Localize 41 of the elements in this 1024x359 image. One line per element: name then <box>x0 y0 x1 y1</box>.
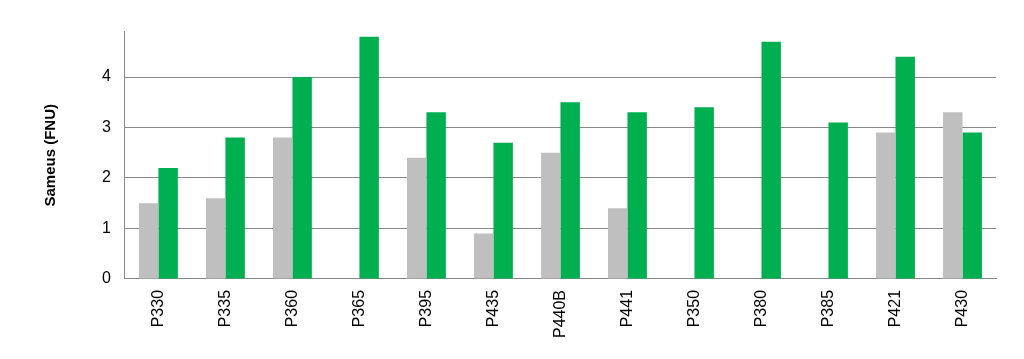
x-tick-label: P360 <box>282 289 300 328</box>
bar <box>828 122 848 279</box>
bar <box>608 208 628 279</box>
x-tick-label: P440B <box>550 289 568 339</box>
bar <box>541 152 561 279</box>
bar <box>158 167 178 279</box>
x-tick-label: P385 <box>818 289 836 328</box>
x-tick-label: P421 <box>885 289 903 328</box>
bar <box>962 132 982 279</box>
x-tick-label: P365 <box>349 289 367 328</box>
x-tick-label: P430 <box>952 289 970 328</box>
bar <box>627 112 647 279</box>
x-tick-label: P350 <box>684 289 702 328</box>
bar <box>876 132 896 279</box>
bar <box>205 198 226 279</box>
y-tick-label: 0 <box>101 269 111 287</box>
x-tick-label: P330 <box>148 289 166 328</box>
x-tick-label: P335 <box>215 289 233 328</box>
bar <box>225 137 245 279</box>
y-tick-label: 3 <box>101 117 111 135</box>
y-tick-label: 4 <box>101 67 111 85</box>
bar <box>493 142 513 279</box>
bar <box>138 203 159 279</box>
x-tick-label: P395 <box>416 289 434 328</box>
bar <box>359 36 379 279</box>
bar <box>560 102 580 279</box>
bar <box>694 107 714 279</box>
x-tick-label: P380 <box>751 289 769 328</box>
bar <box>943 112 963 279</box>
bar <box>895 56 915 279</box>
y-tick-label: 2 <box>101 168 111 186</box>
x-tick-label: P435 <box>483 289 501 328</box>
y-tick-label: 1 <box>101 218 111 236</box>
bar <box>761 41 781 279</box>
bar <box>426 112 446 279</box>
bar <box>272 137 293 279</box>
bar <box>474 233 494 279</box>
x-tick-label: P441 <box>617 289 635 328</box>
y-axis-title: Sameus (FNU) <box>41 104 59 207</box>
bar <box>292 77 312 279</box>
bar <box>407 157 427 279</box>
